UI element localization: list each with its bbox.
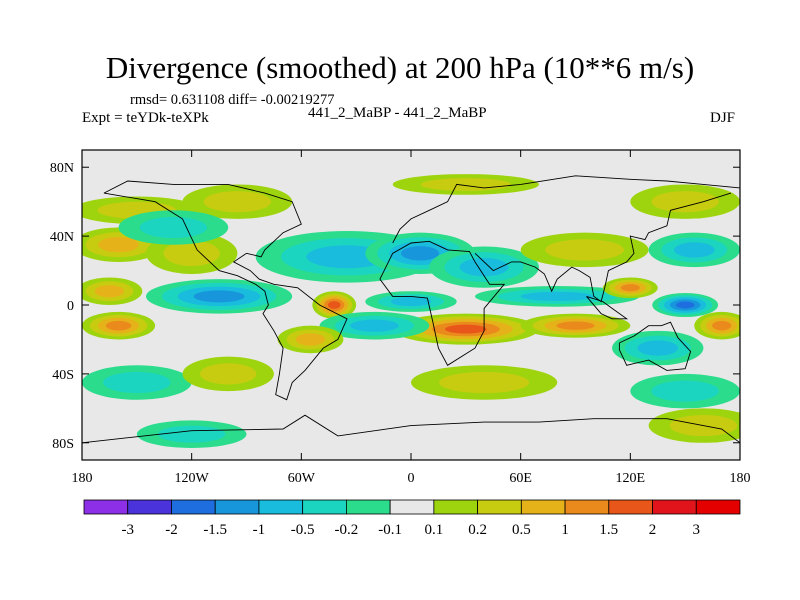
field-feature-3: [630, 184, 740, 219]
contour-band: [401, 246, 440, 261]
field-feature-23: [319, 311, 430, 340]
season-label: DJF: [710, 110, 736, 126]
contour-band: [295, 333, 326, 346]
contour-band: [651, 191, 719, 213]
field-feature-17: [652, 292, 719, 318]
field-feature-22: [694, 311, 740, 340]
x-axis: 180 120W 60W 0 60E 120E 180: [72, 150, 751, 486]
x-tick-label: 180: [730, 471, 751, 486]
page-title: Divergence (smoothed) at 200 hPa (10**6 …: [105, 50, 695, 85]
x-tick-label: 120E: [616, 471, 646, 486]
contour-band: [675, 301, 695, 309]
field-feature-26: [82, 365, 192, 400]
contour-band: [94, 285, 125, 298]
field-feature-9: [429, 246, 539, 288]
field-feature-18: [602, 277, 658, 299]
contour-band: [420, 178, 511, 191]
x-tick-label: 60E: [509, 471, 532, 486]
coastline-layer: [82, 175, 740, 444]
contour-band: [637, 340, 679, 356]
field-feature-31: [136, 420, 247, 448]
x-tick-label: 60W: [288, 471, 316, 486]
field-feature-11: [648, 232, 740, 268]
y-tick-label: 0: [67, 299, 74, 314]
contour-band: [139, 216, 208, 239]
contour-band: [439, 371, 530, 394]
contour-band: [200, 363, 257, 385]
contour-band: [459, 257, 509, 277]
contour-band: [444, 324, 487, 334]
contour-band: [712, 320, 732, 331]
y-tick-label: 40S: [52, 368, 74, 383]
contour-band: [520, 291, 594, 301]
contour-band: [157, 425, 226, 443]
field-layer: [82, 150, 740, 460]
field-feature-13: [145, 279, 293, 314]
contour-band: [203, 191, 272, 213]
y-tick-label: 80S: [52, 437, 74, 452]
field-feature-14: [312, 291, 357, 319]
x-tick-label: 180: [72, 471, 93, 486]
contour-band: [105, 320, 132, 331]
y-tick-label: 80N: [50, 161, 74, 176]
field-feature-10: [520, 232, 649, 268]
coastline-3: [474, 192, 732, 303]
contour-band: [327, 301, 341, 309]
field-feature-16: [474, 286, 640, 307]
experiment-names-label: 441_2_MaBP - 441_2_MaBP: [308, 105, 487, 121]
contour-band: [673, 242, 715, 258]
coastline-5: [82, 414, 740, 444]
coastline-6: [586, 295, 629, 320]
contour-band: [556, 321, 595, 330]
coastline-2: [379, 240, 506, 366]
field-feature-25: [612, 330, 704, 366]
contour-band: [545, 239, 625, 261]
contour-band: [98, 237, 139, 253]
field-feature-28: [411, 365, 558, 400]
y-tick-label: 40N: [50, 230, 74, 245]
contour-band: [163, 240, 220, 267]
contour-band: [193, 290, 245, 303]
y-axis: 80N 40N 0 40S 80S: [50, 161, 740, 452]
field-feature-6: [118, 210, 229, 245]
field-feature-29: [630, 373, 740, 409]
coastline-0: [103, 180, 348, 401]
contour-band: [103, 371, 171, 394]
contour-band: [350, 319, 399, 332]
contour-band: [390, 296, 432, 307]
field-feature-24: [277, 325, 344, 354]
experiment-label: Expt = teYDk-teXPk: [82, 110, 209, 126]
x-tick-label: 120W: [175, 471, 210, 486]
field-feature-12: [82, 277, 143, 305]
coastline-4: [618, 321, 692, 371]
stats-label: rmsd= 0.631108 diff= -0.00219277: [130, 92, 335, 108]
field-feature-21: [82, 311, 156, 340]
coastline-1: [392, 175, 740, 244]
x-tick-label: 0: [408, 471, 415, 486]
field-feature-15: [365, 291, 457, 312]
field-body: [82, 150, 740, 460]
contour-band: [620, 284, 640, 292]
field-feature-20: [520, 313, 631, 338]
contour-band: [651, 380, 719, 402]
field-feature-27: [182, 356, 274, 392]
